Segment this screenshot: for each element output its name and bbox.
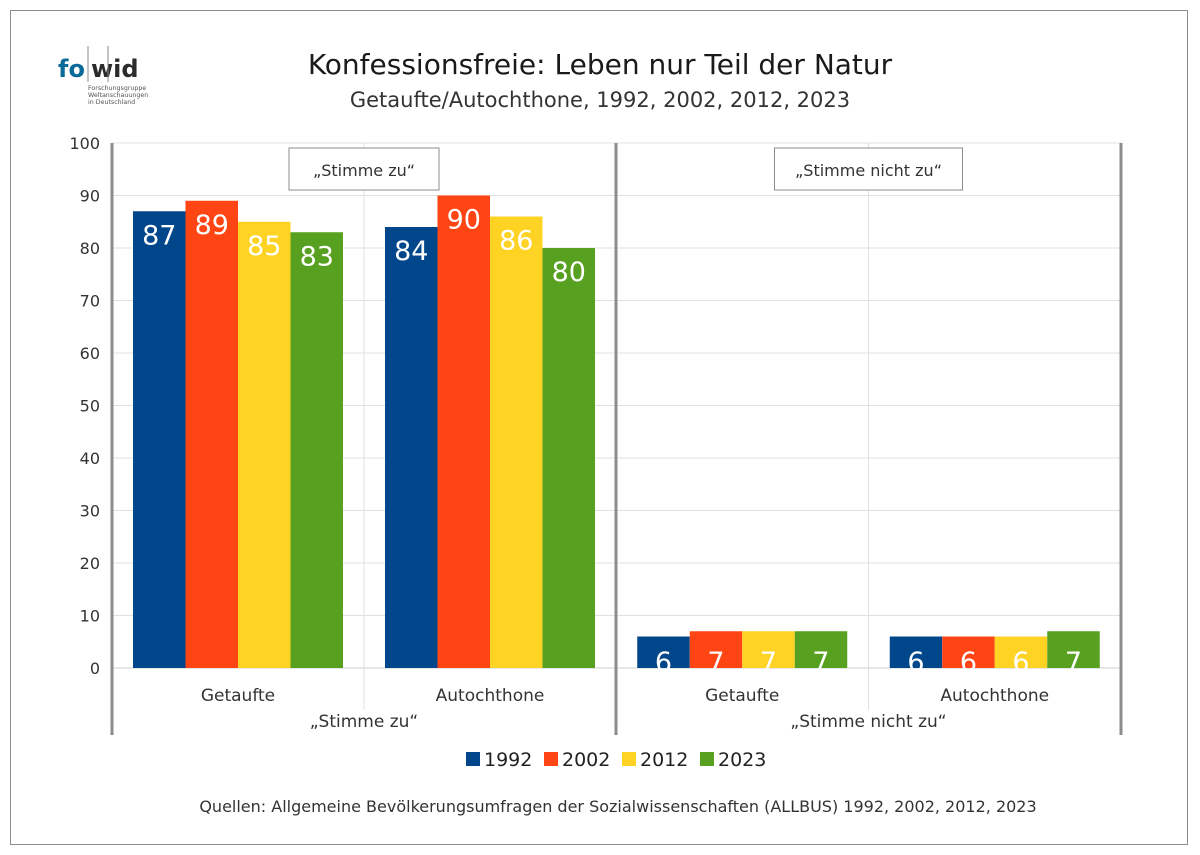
bar-2012 — [490, 216, 543, 668]
data-label: 86 — [499, 226, 533, 257]
panel-box-label: „Stimme nicht zu“ — [795, 161, 942, 180]
bar-1992 — [133, 211, 186, 668]
data-label: 7 — [812, 647, 829, 678]
panel-box-label: „Stimme zu“ — [313, 161, 415, 180]
logo-subtitle-2: Weltanschauungen — [88, 92, 148, 99]
y-tick-label: 90 — [80, 187, 100, 206]
legend-swatch-2023 — [700, 752, 714, 766]
data-label: 80 — [552, 257, 586, 288]
bar-2002 — [185, 200, 238, 668]
fowid-logo: fo wid Forschungsgruppe Weltanschauungen… — [58, 46, 148, 106]
y-tick-label: 80 — [80, 239, 100, 258]
source-note: Quellen: Allgemeine Bevölkerungsumfragen… — [199, 797, 1037, 816]
y-tick-label: 10 — [80, 607, 100, 626]
bar-2023 — [542, 248, 595, 668]
logo-text-left: fo — [58, 55, 85, 83]
bar-2002 — [942, 636, 995, 668]
y-tick-label: 70 — [80, 292, 100, 311]
y-tick-label: 50 — [80, 397, 100, 416]
legend-label-2023: 2023 — [718, 749, 766, 771]
data-label: 89 — [195, 210, 229, 241]
bar-2023 — [290, 232, 343, 668]
bar-2023 — [794, 631, 848, 668]
bar-2023 — [1047, 631, 1100, 668]
bar-2012 — [742, 631, 795, 668]
legend-swatch-2012 — [622, 752, 636, 766]
category-label: Getaufte — [705, 686, 779, 706]
data-label: 90 — [447, 205, 481, 236]
y-tick-label: 0 — [90, 659, 100, 678]
bar-1992 — [637, 636, 690, 668]
legend-label-2012: 2012 — [640, 749, 688, 771]
data-label: 7 — [760, 647, 777, 678]
y-tick-label: 30 — [80, 502, 100, 521]
category-label: Autochthone — [940, 686, 1049, 706]
category-label: Autochthone — [436, 686, 545, 706]
bar-chart: 0 10 20 30 40 50 60 70 80 90 100 87 89 85 83 Getaufte 84… — [69, 134, 1123, 771]
bar-1992 — [385, 227, 438, 668]
y-tick-label: 100 — [69, 134, 100, 153]
data-label: 84 — [394, 236, 428, 267]
y-tick-label: 40 — [80, 449, 100, 468]
panel-box — [288, 147, 440, 191]
chart-subtitle: Getaufte/Autochthone, 1992, 2002, 2012, … — [349, 88, 851, 112]
y-tick-label: 60 — [80, 344, 100, 363]
data-label: 6 — [907, 647, 924, 678]
bar-2002 — [689, 631, 743, 668]
data-label: 6 — [960, 647, 977, 678]
data-label: 7 — [707, 647, 724, 678]
data-label: 7 — [1065, 647, 1082, 678]
data-label: 85 — [247, 231, 281, 262]
legend-label-1992: 1992 — [484, 749, 532, 771]
data-label: 87 — [142, 220, 176, 251]
data-label: 83 — [300, 241, 334, 272]
panel-label: „Stimme nicht zu“ — [790, 712, 946, 732]
logo-subtitle-3: in Deutschland — [88, 99, 135, 106]
data-label: 6 — [1012, 647, 1029, 678]
logo-subtitle-1: Forschungsgruppe — [88, 85, 146, 92]
bar-2002 — [437, 195, 490, 668]
category-label: Getaufte — [201, 686, 275, 706]
data-label: 6 — [655, 647, 672, 678]
bar-2012 — [994, 636, 1048, 668]
bar-1992 — [889, 636, 943, 668]
panel-label: „Stimme zu“ — [310, 712, 418, 732]
chart-title: Konfessionsfreie: Leben nur Teil der Nat… — [307, 48, 893, 81]
bar-2012 — [238, 221, 291, 668]
y-tick-label: 20 — [80, 554, 100, 573]
legend-label-2002: 2002 — [562, 749, 610, 771]
panel-box — [774, 147, 963, 191]
legend-swatch-2002 — [544, 752, 558, 766]
legend-swatch-1992 — [466, 752, 480, 766]
logo-text-right: wid — [91, 55, 139, 83]
